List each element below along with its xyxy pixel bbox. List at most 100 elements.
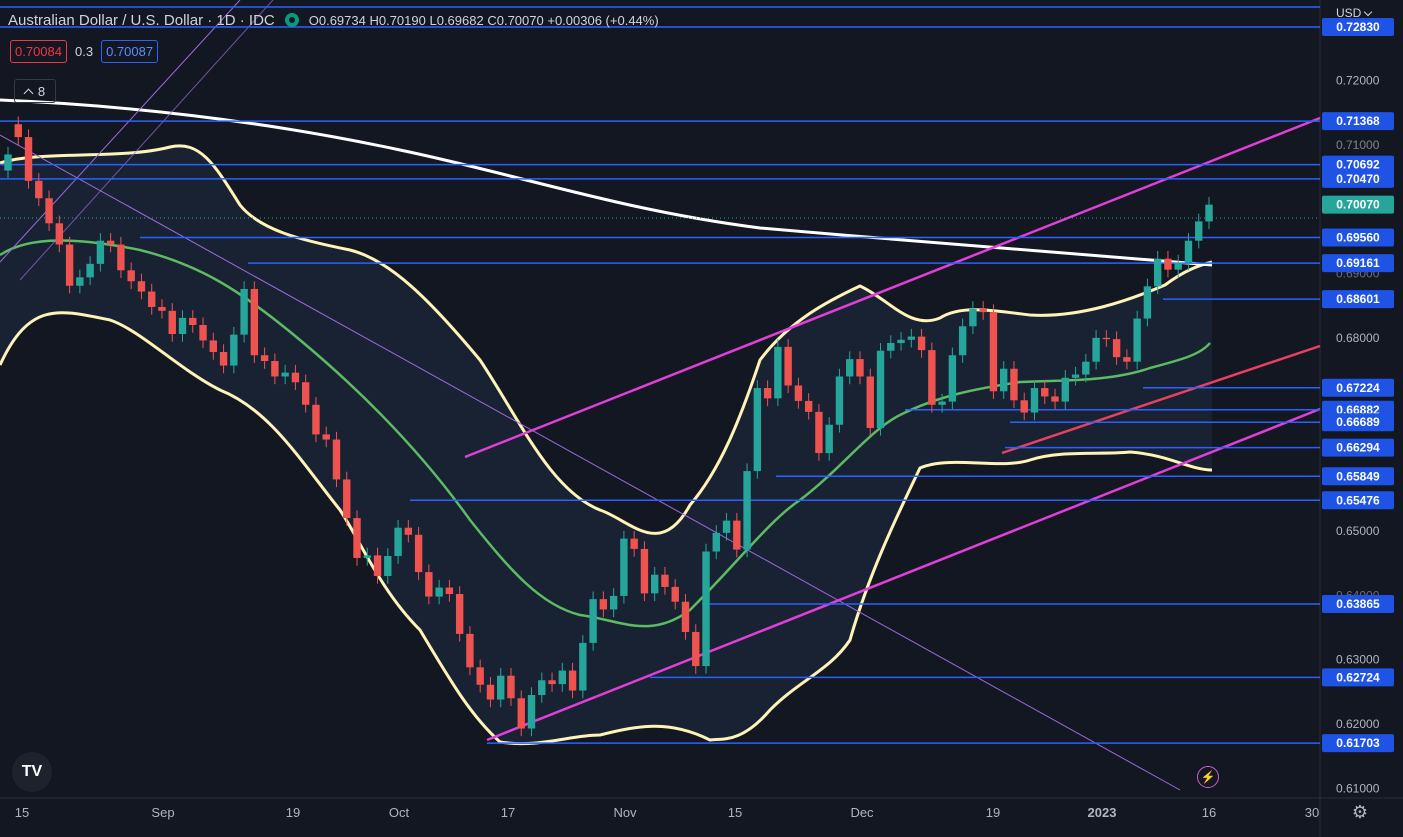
candle-body[interactable] xyxy=(209,340,217,353)
candle-body[interactable] xyxy=(568,670,577,691)
candle-body[interactable] xyxy=(887,343,895,351)
candle-body[interactable] xyxy=(1112,339,1121,358)
candle-body[interactable] xyxy=(455,593,464,634)
candle-body[interactable] xyxy=(804,400,813,412)
candle-body[interactable] xyxy=(650,574,659,594)
candle-body[interactable] xyxy=(1051,396,1059,402)
candle-body[interactable] xyxy=(1000,368,1008,392)
candle-body[interactable] xyxy=(835,376,844,425)
candle-body[interactable] xyxy=(1102,337,1111,340)
candle-body[interactable] xyxy=(230,334,238,366)
candle-body[interactable] xyxy=(240,288,248,335)
candle-body[interactable] xyxy=(76,277,84,286)
candle-body[interactable] xyxy=(589,599,597,643)
candle-body[interactable] xyxy=(414,534,423,573)
candle-body[interactable] xyxy=(394,527,402,557)
candle-body[interactable] xyxy=(250,288,259,356)
candle-body[interactable] xyxy=(219,352,228,366)
candle-body[interactable] xyxy=(917,336,926,351)
candle-body[interactable] xyxy=(4,154,12,171)
candle-body[interactable] xyxy=(753,388,762,472)
candle-body[interactable] xyxy=(1184,240,1193,263)
candle-body[interactable] xyxy=(353,518,361,558)
candle-body[interactable] xyxy=(1205,204,1213,222)
candle-body[interactable] xyxy=(1092,337,1100,362)
candle-body[interactable] xyxy=(1061,377,1069,402)
candle-body[interactable] xyxy=(671,586,679,602)
candle-body[interactable] xyxy=(45,198,53,224)
candle-body[interactable] xyxy=(948,355,957,402)
candle-body[interactable] xyxy=(712,532,720,552)
gear-icon[interactable]: ⚙ xyxy=(1351,802,1369,822)
candle-body[interactable] xyxy=(928,350,936,405)
candle-body[interactable] xyxy=(794,385,803,401)
sell-button[interactable]: 0.70084 xyxy=(10,40,67,63)
candle-body[interactable] xyxy=(1020,400,1028,413)
candle-body[interactable] xyxy=(1030,388,1039,413)
candle-body[interactable] xyxy=(1133,318,1141,362)
candle-body[interactable] xyxy=(158,306,166,311)
tradingview-logo-icon[interactable]: TV xyxy=(12,752,52,792)
candle-body[interactable] xyxy=(332,439,341,480)
candle-body[interactable] xyxy=(86,263,94,278)
candle-body[interactable] xyxy=(1123,357,1131,362)
candle-body[interactable] xyxy=(1174,262,1182,270)
candle-body[interactable] xyxy=(989,312,998,392)
candle-body[interactable] xyxy=(55,223,64,245)
candle-body[interactable] xyxy=(1010,368,1018,401)
candle-body[interactable] xyxy=(538,680,546,696)
candle-body[interactable] xyxy=(168,310,176,335)
candle-body[interactable] xyxy=(1071,374,1080,378)
candle-body[interactable] xyxy=(291,372,300,383)
candle-body[interactable] xyxy=(1164,258,1172,270)
candle-body[interactable] xyxy=(35,180,43,199)
candle-body[interactable] xyxy=(1195,221,1203,241)
candle-body[interactable] xyxy=(425,572,433,597)
candle-body[interactable] xyxy=(466,633,474,668)
candle-body[interactable] xyxy=(384,556,392,576)
candle-body[interactable] xyxy=(958,326,967,356)
candle-body[interactable] xyxy=(106,240,115,245)
candle-body[interactable] xyxy=(640,548,649,594)
candle-body[interactable] xyxy=(363,555,371,558)
candle-body[interactable] xyxy=(897,339,905,344)
candle-body[interactable] xyxy=(938,401,946,405)
candle-body[interactable] xyxy=(907,336,916,340)
symbol-title[interactable]: Australian Dollar / U.S. Dollar · 1D · I… xyxy=(8,11,275,29)
candle-body[interactable] xyxy=(322,434,330,440)
candle-body[interactable] xyxy=(65,244,74,286)
candle-body[interactable] xyxy=(404,527,413,535)
candle-body[interactable] xyxy=(548,680,556,685)
candle-body[interactable] xyxy=(271,361,279,377)
indicators-toggle-button[interactable]: 8 xyxy=(14,79,56,103)
candle-body[interactable] xyxy=(620,538,628,596)
candle-body[interactable] xyxy=(661,574,669,587)
candle-body[interactable] xyxy=(733,520,741,550)
candle-body[interactable] xyxy=(784,346,792,386)
candle-body[interactable] xyxy=(866,376,874,428)
buy-button[interactable]: 0.70087 xyxy=(101,40,159,63)
candle-body[interactable] xyxy=(260,355,269,362)
candle-body[interactable] xyxy=(301,382,310,405)
candle-body[interactable] xyxy=(1143,286,1152,319)
candle-body[interactable] xyxy=(178,317,187,335)
candle-body[interactable] xyxy=(979,308,987,313)
candle-body[interactable] xyxy=(96,240,105,264)
candle-body[interactable] xyxy=(722,520,731,533)
candle-body[interactable] xyxy=(24,137,33,181)
candle-body[interactable] xyxy=(1082,361,1090,375)
candle-body[interactable] xyxy=(1041,388,1049,397)
candle-body[interactable] xyxy=(199,324,207,341)
candle-body[interactable] xyxy=(856,359,864,377)
candle-body[interactable] xyxy=(692,631,700,667)
candle-body[interactable] xyxy=(774,346,782,399)
candle-body[interactable] xyxy=(517,698,525,729)
candle-body[interactable] xyxy=(702,551,710,667)
candle-body[interactable] xyxy=(825,424,833,454)
candle-body[interactable] xyxy=(435,587,443,597)
candle-body[interactable] xyxy=(148,291,156,307)
candle-body[interactable] xyxy=(281,372,289,377)
candle-body[interactable] xyxy=(14,124,22,138)
candle-body[interactable] xyxy=(137,281,146,292)
candle-body[interactable] xyxy=(846,359,854,377)
